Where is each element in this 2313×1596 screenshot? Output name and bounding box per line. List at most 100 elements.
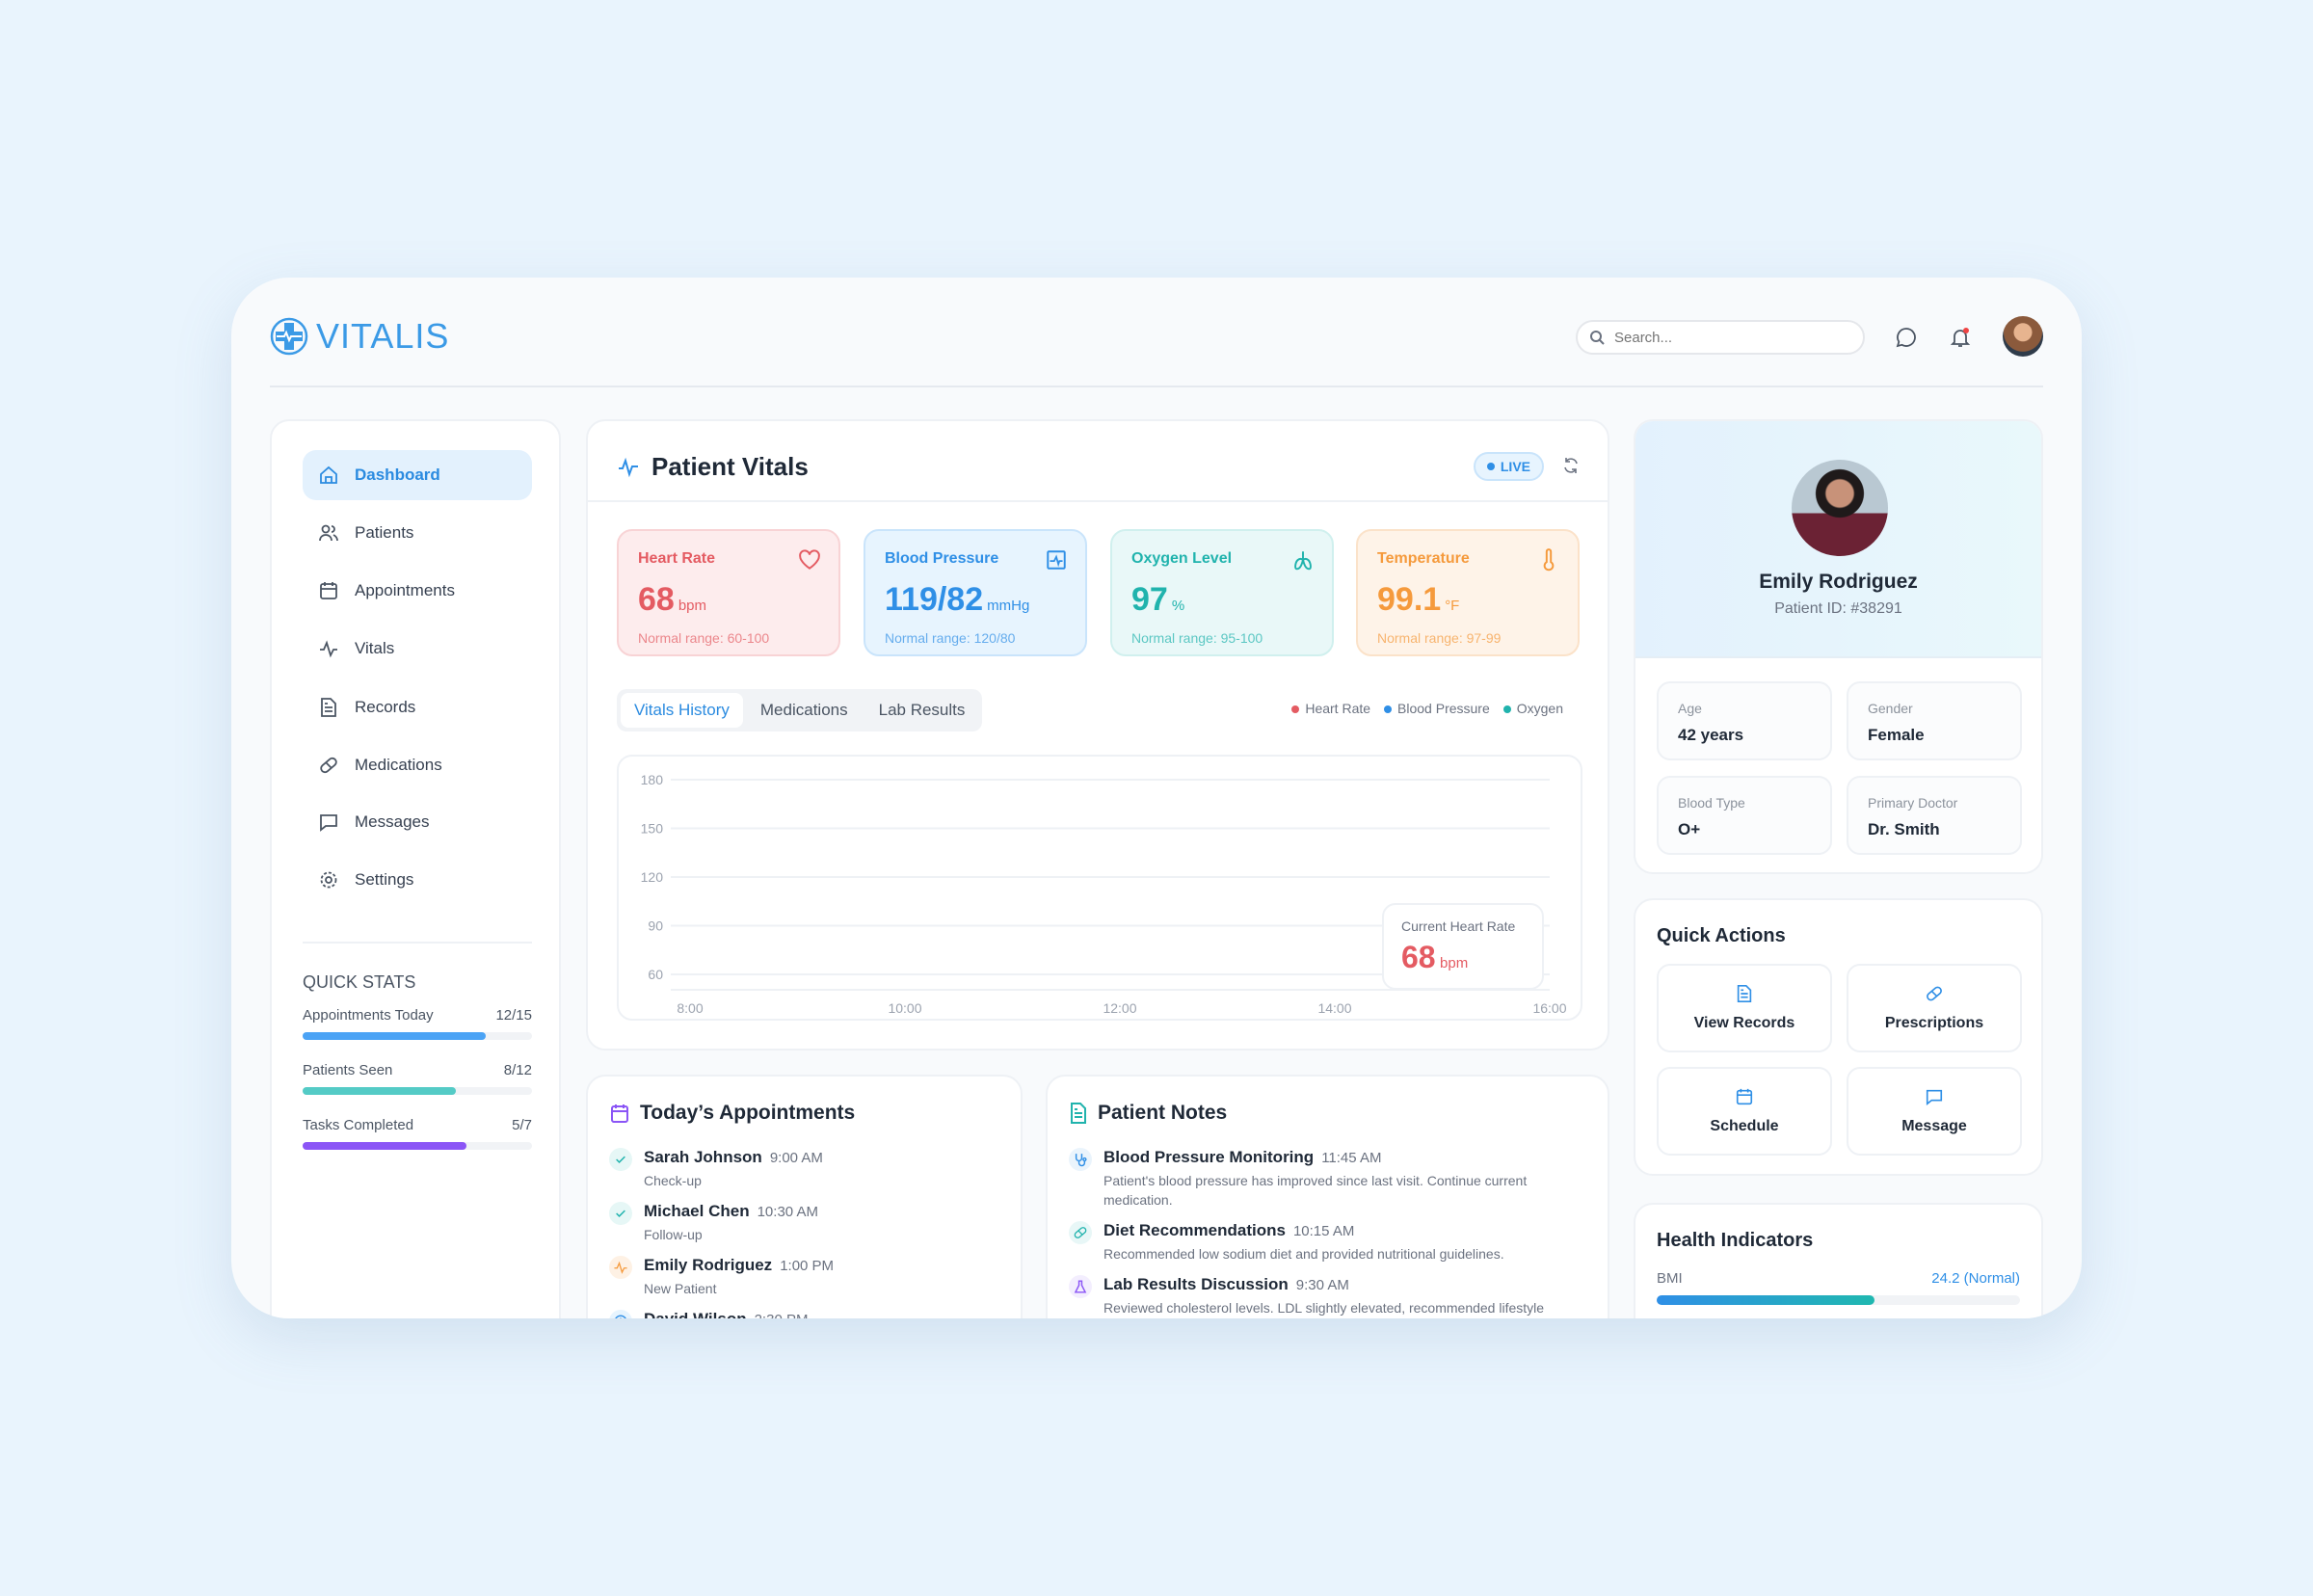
calendar-icon bbox=[1736, 1088, 1753, 1105]
vital-value: 99.1 bbox=[1377, 581, 1442, 618]
tab-lab-results[interactable]: Lab Results bbox=[878, 701, 966, 719]
appointment-item[interactable]: Michael Chen 10:30 AM Follow-up bbox=[609, 1202, 818, 1244]
vital-value: 68 bbox=[638, 581, 675, 618]
vital-value: 97 bbox=[1131, 581, 1168, 618]
bmi-bar bbox=[1657, 1295, 2020, 1305]
sidebar-item-label: Messages bbox=[355, 812, 430, 831]
bell-icon bbox=[1950, 328, 1971, 347]
tooltip-value: 68 bbox=[1401, 940, 1436, 974]
sidebar-item-records[interactable]: Records bbox=[303, 682, 532, 732]
bmi-value: 24.2 (Normal) bbox=[1931, 1270, 2020, 1287]
appointment-type: Check-up bbox=[644, 1173, 702, 1188]
messages-button[interactable] bbox=[1891, 322, 1922, 353]
y-tick-label: 90 bbox=[648, 918, 663, 934]
sidebar-item-label: Appointments bbox=[355, 581, 455, 599]
panel-title: Today’s Appointments bbox=[640, 1102, 856, 1124]
patient-field-age: Age 42 years bbox=[1657, 681, 1832, 760]
search-icon bbox=[1590, 331, 1605, 345]
x-tick-label: 12:00 bbox=[1103, 1000, 1136, 1016]
appointment-name: Michael Chen bbox=[644, 1202, 750, 1220]
calendar-icon bbox=[320, 582, 337, 599]
quick-stats-title: QUICK STATS bbox=[303, 972, 416, 992]
patient-field-gender: Gender Female bbox=[1847, 681, 2022, 760]
vital-unit: mmHg bbox=[987, 598, 1030, 614]
message-button[interactable]: Message bbox=[1847, 1067, 2022, 1156]
field-label: Blood Type bbox=[1678, 795, 1745, 811]
schedule-button[interactable]: Schedule bbox=[1657, 1067, 1832, 1156]
x-tick-label: 16:00 bbox=[1532, 1000, 1566, 1016]
file-icon bbox=[321, 698, 336, 717]
note-item[interactable]: Blood Pressure Monitoring 11:45 AM Patient… bbox=[1069, 1148, 1589, 1210]
vital-card-temperature[interactable]: Temperature 99.1 °F Normal range: 97-99 bbox=[1356, 529, 1580, 656]
tab-vitals-history[interactable]: Vitals History bbox=[621, 693, 743, 728]
y-tick-label: 180 bbox=[641, 772, 664, 787]
stat-label: Tasks Completed bbox=[303, 1117, 414, 1133]
prescriptions-button[interactable]: Prescriptions bbox=[1847, 964, 2022, 1052]
live-label: LIVE bbox=[1500, 459, 1530, 474]
y-tick-label: 60 bbox=[648, 967, 663, 982]
appointment-item[interactable]: Sarah Johnson 9:00 AM Check-up bbox=[609, 1148, 823, 1190]
vital-card-heart-rate[interactable]: Heart Rate 68 bpm Normal range: 60-100 bbox=[617, 529, 840, 656]
sidebar-item-label: Settings bbox=[355, 870, 414, 889]
field-value: 42 years bbox=[1678, 726, 1744, 744]
legend-item: Blood Pressure bbox=[1384, 701, 1490, 716]
appointment-time: 2:30 PM bbox=[755, 1312, 809, 1318]
note-text: Reviewed cholesterol levels. LDL slightl… bbox=[1103, 1300, 1545, 1316]
legend-label: Blood Pressure bbox=[1397, 701, 1490, 716]
appointment-time: 1:00 PM bbox=[780, 1258, 835, 1274]
bmi-label: BMI bbox=[1657, 1270, 1683, 1287]
chart-svg: 180 150 120 90 60 8:00 10:00 12:00 14:00 16:00 bbox=[641, 772, 1567, 1016]
vitals-chart: 180 150 120 90 60 8:00 10:00 12:00 14:00 16:00 Cu… bbox=[617, 755, 1582, 1021]
sidebar-item-appointments[interactable]: Appointments bbox=[303, 566, 532, 616]
action-label: View Records bbox=[1693, 1015, 1795, 1031]
appointment-name: David Wilson bbox=[644, 1310, 747, 1318]
calendar-icon bbox=[611, 1104, 628, 1123]
check-icon bbox=[616, 1210, 625, 1217]
tooltip-label: Current Heart Rate bbox=[1401, 918, 1516, 934]
appointment-name: Sarah Johnson bbox=[644, 1148, 762, 1166]
vital-title: Oxygen Level bbox=[1131, 550, 1233, 567]
tab-medications[interactable]: Medications bbox=[759, 701, 848, 719]
field-value: Female bbox=[1868, 726, 1925, 744]
vital-unit: °F bbox=[1445, 598, 1460, 614]
logo[interactable]: VITALIS bbox=[270, 316, 449, 357]
note-item[interactable]: Diet Recommendations 10:15 AM Recommended … bbox=[1069, 1221, 1589, 1264]
vital-card-blood-pressure[interactable]: Blood Pressure 119/82 mmHg Normal range: 12… bbox=[864, 529, 1087, 656]
quick-actions-panel: Quick Actions View Records Prescriptions S… bbox=[1634, 898, 2043, 1176]
patient-field-primary-doctor: Primary Doctor Dr. Smith bbox=[1847, 776, 2022, 855]
appointment-item[interactable]: Emily Rodriguez 1:00 PM New Patient bbox=[609, 1256, 834, 1298]
vital-normal-range: Normal range: 120/80 bbox=[885, 630, 1016, 646]
search-input[interactable] bbox=[1614, 329, 1846, 346]
refresh-icon bbox=[1564, 458, 1578, 473]
action-label: Prescriptions bbox=[1884, 1015, 1984, 1031]
sidebar-item-vitals[interactable]: Vitals bbox=[303, 624, 532, 674]
sidebar-item-dashboard[interactable]: Dashboard bbox=[303, 450, 532, 500]
vital-normal-range: Normal range: 95-100 bbox=[1131, 630, 1263, 646]
field-value: O+ bbox=[1678, 820, 1701, 838]
search-box[interactable] bbox=[1576, 320, 1865, 355]
vital-card-oxygen-level[interactable]: Oxygen Level 97% Normal range: 95-100 bbox=[1110, 529, 1334, 656]
note-item[interactable]: Lab Results Discussion 9:30 AM Reviewed ch… bbox=[1069, 1275, 1589, 1317]
sidebar-item-messages[interactable]: Messages bbox=[303, 797, 532, 847]
notifications-button[interactable] bbox=[1945, 322, 1976, 353]
note-title: Diet Recommendations bbox=[1103, 1221, 1286, 1239]
stat-row: Tasks Completed 5/7 bbox=[303, 1117, 532, 1133]
sidebar-item-label: Medications bbox=[355, 756, 442, 774]
file-icon bbox=[1737, 985, 1752, 1002]
appointment-item[interactable]: David Wilson 2:30 PM bbox=[609, 1310, 808, 1318]
medical-cross-logo-icon bbox=[270, 317, 308, 356]
sidebar-item-patients[interactable]: Patients bbox=[303, 508, 532, 558]
stat-label: Patients Seen bbox=[303, 1062, 393, 1078]
gear-icon bbox=[320, 871, 337, 889]
user-avatar[interactable] bbox=[2003, 316, 2043, 357]
divider bbox=[588, 500, 1608, 502]
refresh-button[interactable] bbox=[1555, 450, 1586, 481]
view-records-button[interactable]: View Records bbox=[1657, 964, 1832, 1052]
sidebar-item-settings[interactable]: Settings bbox=[303, 855, 532, 905]
vital-title: Blood Pressure bbox=[885, 550, 999, 567]
field-label: Age bbox=[1678, 701, 1702, 716]
stat-value: 8/12 bbox=[503, 1062, 532, 1078]
lungs-icon bbox=[1294, 551, 1312, 571]
x-tick-label: 8:00 bbox=[677, 1000, 703, 1016]
sidebar-item-medications[interactable]: Medications bbox=[303, 740, 532, 790]
